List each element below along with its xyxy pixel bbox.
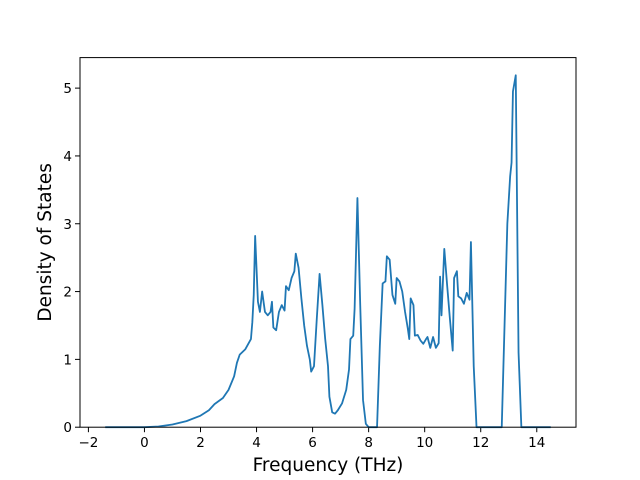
x-tick-label: 0: [140, 435, 149, 451]
y-tick-label: 3: [63, 217, 72, 233]
y-tick-label: 0: [63, 420, 72, 436]
y-axis-label: Density of States: [35, 163, 56, 322]
x-tick-label: 4: [252, 435, 261, 451]
axes-frame: [79, 57, 577, 428]
x-tick-label: 2: [196, 435, 205, 451]
x-tick-label: −2: [78, 435, 98, 451]
x-tick-label: 12: [472, 435, 489, 451]
y-tick-label: 4: [63, 149, 72, 165]
x-tick-label: 8: [364, 435, 373, 451]
dos-line: [105, 74, 551, 429]
x-tick-label: 10: [416, 435, 433, 451]
x-tick-label: 14: [528, 435, 545, 451]
x-axis-label: Frequency (THz): [253, 455, 404, 476]
y-tick-label: 2: [63, 285, 72, 301]
x-tick-label: 6: [308, 435, 317, 451]
y-tick-label: 1: [63, 352, 72, 368]
y-tick-label: 5: [63, 81, 72, 97]
